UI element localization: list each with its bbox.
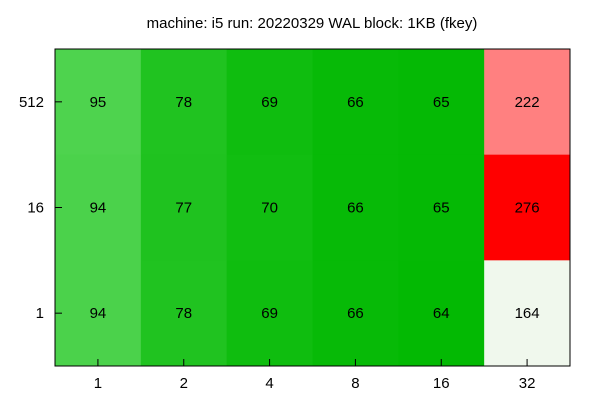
heatmap-cell xyxy=(312,260,399,367)
heatmap-cells xyxy=(55,49,571,367)
heatmap-cell xyxy=(55,260,142,367)
x-tick-label: 1 xyxy=(94,375,102,392)
cell-value-label: 66 xyxy=(347,200,364,217)
heatmap-cell xyxy=(55,49,142,156)
cell-value-label: 222 xyxy=(515,94,540,111)
heatmap-cell xyxy=(55,154,142,261)
cell-value-label: 69 xyxy=(261,94,278,111)
cell-value-label: 94 xyxy=(90,305,107,322)
heatmap-cell xyxy=(226,154,313,261)
cell-value-label: 78 xyxy=(175,305,192,322)
cell-value-label: 70 xyxy=(261,200,278,217)
y-tick-label: 1 xyxy=(36,305,44,322)
y-axis: 512 16 1 xyxy=(19,94,62,322)
heatmap-cell xyxy=(398,49,485,156)
heatmap-cell xyxy=(312,154,399,261)
heatmap-cell xyxy=(226,260,313,367)
x-axis: 1 2 4 8 16 32 xyxy=(94,359,536,392)
heatmap-cell xyxy=(398,154,485,261)
chart-title: machine: i5 run: 20220329 WAL block: 1KB… xyxy=(147,15,478,32)
x-tick-label: 2 xyxy=(180,375,188,392)
cell-value-label: 78 xyxy=(175,94,192,111)
x-tick-label: 16 xyxy=(433,375,450,392)
x-tick-label: 4 xyxy=(265,375,273,392)
heatmap-cell xyxy=(484,260,571,367)
cell-value-label: 95 xyxy=(90,94,107,111)
heatmap-cell xyxy=(484,49,571,156)
heatmap-cell xyxy=(140,154,228,261)
cell-value-label: 164 xyxy=(515,305,540,322)
cell-value-label: 64 xyxy=(433,305,450,322)
x-tick-label: 32 xyxy=(519,375,536,392)
cell-value-label: 276 xyxy=(515,200,540,217)
plot-frame xyxy=(54,48,571,367)
heatmap-cell xyxy=(140,260,228,367)
cell-value-label: 66 xyxy=(347,94,364,111)
heatmap-cell xyxy=(226,49,313,156)
x-tick-label: 8 xyxy=(351,375,359,392)
cell-value-label: 77 xyxy=(175,200,192,217)
heatmap-cell xyxy=(484,154,571,261)
cell-value-labels: 95 78 69 66 65 222 94 77 70 66 65 276 94 78 69 66 64 164 xyxy=(90,94,540,322)
cell-value-label: 65 xyxy=(433,94,450,111)
y-tick-label: 16 xyxy=(27,200,44,217)
heatmap-cell xyxy=(140,49,228,156)
heatmap-cell xyxy=(398,260,485,367)
y-tick-label: 512 xyxy=(19,94,44,111)
heatmap-cell xyxy=(312,49,399,156)
cell-value-label: 94 xyxy=(90,200,107,217)
cell-value-label: 65 xyxy=(433,200,450,217)
cell-value-label: 66 xyxy=(347,305,364,322)
cell-value-label: 69 xyxy=(261,305,278,322)
